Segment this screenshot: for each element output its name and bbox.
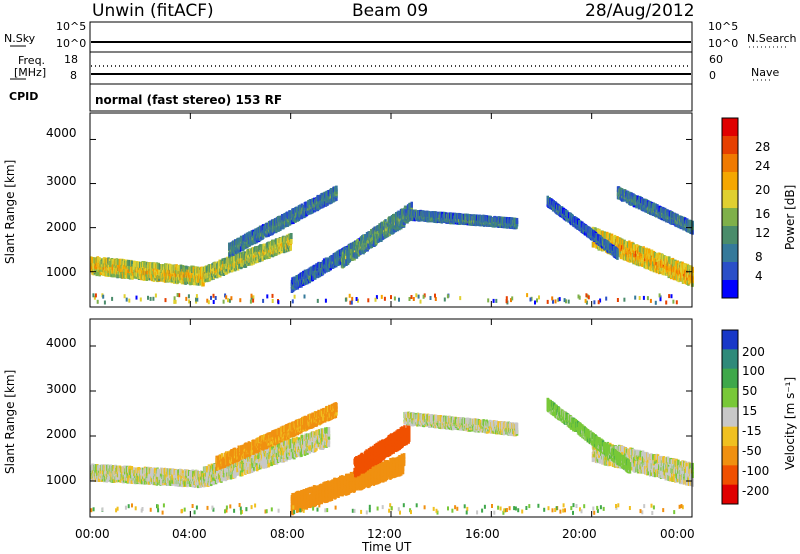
nsearch-tick-bottom: 10^0 (708, 37, 739, 50)
nsky-label: N.Sky (4, 32, 36, 45)
x-axis-label: Time UT (362, 540, 412, 554)
power-cbar-tick: 28 (755, 140, 771, 154)
power-y-tick: 2000 (46, 220, 77, 234)
power-scatter-cell (290, 238, 293, 245)
freq-tick-top: 18 (64, 53, 78, 66)
velocity-cbar-tick: 100 (742, 364, 765, 378)
velocity-y-tick: 2000 (46, 427, 77, 441)
power-scatter-cell (130, 260, 134, 267)
power-scatter-cell (686, 271, 690, 278)
x-tick: 16:00 (465, 527, 500, 541)
power-scatter-cell (410, 205, 413, 212)
freq-tick-bottom: 8 (70, 69, 77, 82)
power-y-tick: 3000 (46, 174, 77, 188)
power-scatter-cell (636, 251, 639, 258)
power-y-tick: 4000 (46, 126, 77, 140)
power-scatter-cell (345, 247, 349, 254)
x-tick: 20:00 (562, 527, 597, 541)
velocity-cbar-tick: -100 (742, 464, 770, 478)
power-scatter-cell (202, 280, 205, 287)
power-scatter-cell (616, 248, 619, 255)
freq-label: Freq. (18, 54, 46, 67)
x-tick: 12:00 (367, 527, 402, 541)
power-scatter-cell (389, 225, 393, 232)
power-scatter-cell (621, 239, 624, 246)
power-scatter-cell (189, 279, 192, 286)
date-title: 28/Aug/2012 (585, 1, 695, 21)
freq-strip-frame (89, 51, 693, 85)
power-scatter-cell (335, 185, 338, 192)
power-cbar-tick: 24 (755, 159, 771, 173)
power-scatter-cell (515, 218, 519, 224)
power-scatter-cell (635, 244, 639, 251)
power-scatter-cell (691, 266, 694, 273)
nave-tick-top: 60 (709, 53, 723, 66)
nsky-tick-bottom: 10^0 (56, 37, 87, 50)
nsearch-tick-top: 10^5 (708, 20, 739, 33)
power-scatter-cell (289, 244, 292, 251)
station-title: Unwin (fitACF) (92, 1, 214, 21)
power-scatter-cell (598, 228, 601, 235)
power-scatter-cell (367, 243, 371, 250)
x-tick: 04:00 (172, 527, 207, 541)
x-tick: 08:00 (270, 527, 305, 541)
power-cbar-tick: 4 (755, 269, 763, 283)
cpid-text: normal (fast stereo) 153 RF (95, 93, 283, 107)
power-scatter-cell (380, 227, 384, 234)
nsky-strip-frame (89, 21, 693, 53)
velocity-cbar-tick: 50 (742, 384, 758, 398)
power-scatter-cell (691, 280, 694, 287)
power-scatter-cell (691, 273, 694, 280)
velocity-y-tick: 1000 (46, 473, 77, 487)
power-cbar-tick: 20 (755, 183, 771, 197)
velocity-cbar-tick: -15 (742, 424, 762, 438)
power-scatter-cell (410, 201, 413, 208)
beam-title: Beam 09 (352, 1, 429, 21)
velocity-cbar-tick: 15 (742, 404, 758, 418)
power-scatter-cell (653, 251, 657, 258)
power-scatter-cell (185, 265, 188, 272)
x-tick: 00:00 (660, 527, 695, 541)
power-scatter-cell (374, 230, 377, 237)
nsearch-label: N.Search (747, 32, 797, 45)
power-y-tick: 1000 (46, 265, 77, 279)
power-scatter-cell (153, 262, 156, 269)
cpid-label: CPID (9, 90, 39, 103)
velocity-y-tick: 4000 (46, 336, 77, 350)
velocity-cbar-tick: 200 (742, 345, 765, 359)
power-scatter-cell (356, 238, 359, 245)
velocity-y-tick: 3000 (46, 382, 77, 396)
power-cbar-tick: 12 (755, 226, 771, 240)
velocity-cbar-tick: -50 (742, 444, 762, 458)
freq-unit-label: [MHz] (14, 66, 47, 79)
power-scatter-cell (152, 275, 156, 282)
nsky-tick-top: 10^5 (56, 20, 87, 33)
nave-tick-bottom: 0 (709, 69, 716, 82)
power-scatter-cell (186, 266, 190, 273)
power-cbar-tick: 16 (755, 207, 771, 221)
power-scatter-cell (158, 264, 162, 270)
cpid-strip-frame (89, 83, 693, 112)
nave-label: Nave (751, 66, 780, 79)
power-cbar-tick: 8 (755, 250, 763, 264)
velocity-cbar-tick: -200 (742, 484, 770, 498)
power-scatter-cell (650, 249, 654, 256)
power-scatter-cell (290, 233, 293, 239)
power-scatter-cell (676, 260, 679, 267)
x-tick: 00:00 (75, 527, 110, 541)
power-scatter-cell (300, 203, 304, 210)
power-scatter-cell (623, 239, 626, 246)
power-scatter-cell (691, 277, 694, 284)
power-scatter-cell (261, 255, 264, 262)
